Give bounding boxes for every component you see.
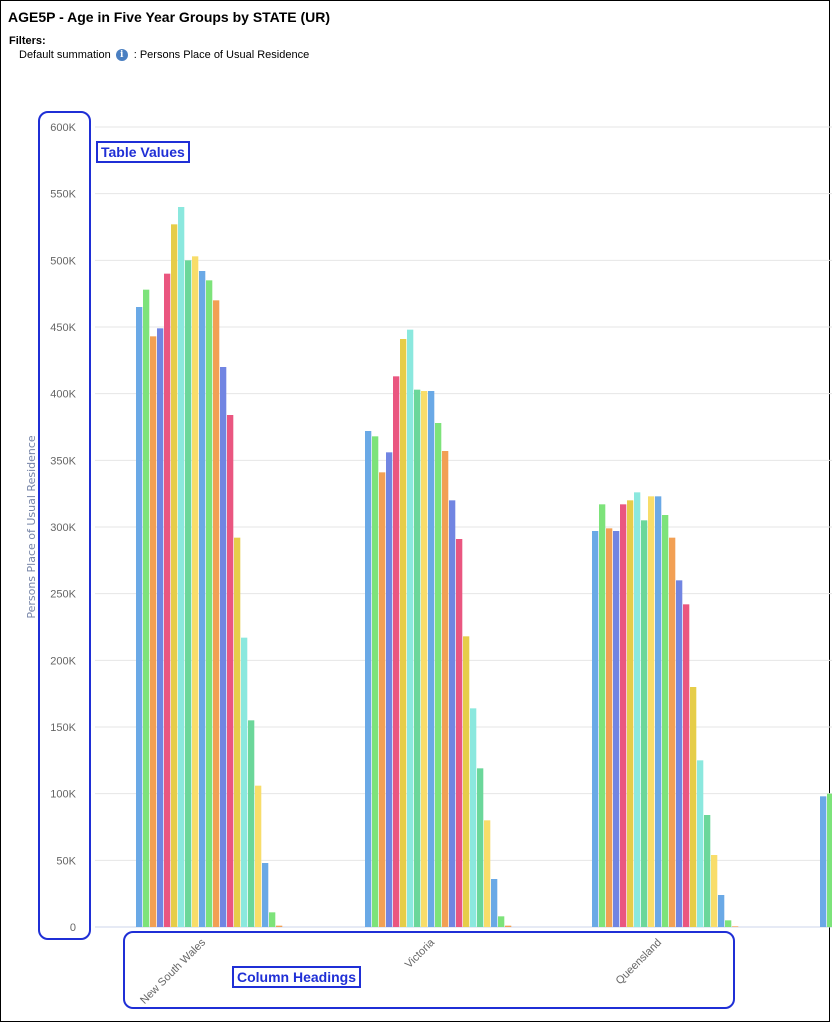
bar: [655, 496, 662, 927]
bar: [164, 273, 171, 928]
page-title: AGE5P - Age in Five Year Groups by STATE…: [8, 9, 331, 25]
bar: [421, 391, 428, 927]
bar: [262, 863, 269, 927]
bar: [484, 820, 491, 927]
bar: [407, 329, 414, 928]
bar: [732, 926, 739, 927]
bar: [505, 925, 512, 927]
bar: [820, 796, 827, 927]
bar: [456, 539, 463, 927]
filters-label: Filters:: [9, 35, 46, 47]
bar: [276, 925, 283, 927]
table-values-highlight: [38, 111, 91, 940]
table-values-label: Table Values: [96, 141, 190, 163]
y-tick-label: 400K: [50, 389, 76, 401]
bar: [449, 500, 456, 927]
bar: [157, 328, 164, 927]
bar: [435, 423, 442, 927]
bar: [393, 376, 400, 927]
bar: [365, 431, 372, 927]
bar: [428, 391, 435, 927]
bar: [171, 224, 178, 928]
bar: [613, 531, 620, 927]
y-tick-label: 500K: [50, 255, 76, 267]
bar: [150, 336, 157, 927]
y-tick-label: 350K: [50, 455, 76, 467]
bar: [255, 785, 262, 927]
bar: [491, 879, 498, 927]
bar: [606, 528, 613, 927]
bar: [697, 760, 704, 927]
bar: [648, 496, 655, 927]
bar: [269, 912, 276, 927]
bar: [136, 307, 143, 927]
bar: [599, 504, 606, 927]
bar: [620, 504, 627, 927]
y-tick-label: 0: [70, 922, 76, 934]
y-tick-label: 600K: [50, 122, 76, 134]
bar: [704, 815, 711, 927]
bar: [827, 793, 832, 927]
bar: [662, 515, 669, 927]
bar: [400, 339, 407, 927]
bar: [592, 531, 599, 927]
y-axis-label: Persons Place of Usual Residence: [25, 435, 38, 619]
filter-row: Default summation i : Persons Place of U…: [19, 49, 309, 61]
bar: [199, 271, 206, 927]
y-tick-label: 300K: [50, 522, 76, 534]
bar: [372, 436, 379, 927]
y-tick-label: 200K: [50, 655, 76, 667]
bar: [178, 207, 185, 927]
bar: [641, 520, 648, 927]
bar: [711, 855, 718, 927]
bar: [477, 768, 484, 927]
bar: [718, 895, 725, 927]
y-tick-label: 150K: [50, 722, 76, 734]
bar: [683, 604, 690, 927]
bar: [498, 916, 505, 927]
bar: [669, 537, 676, 927]
y-tick-label: 250K: [50, 589, 76, 601]
bar: [241, 637, 248, 927]
bar: [627, 500, 634, 927]
bar: [192, 256, 199, 927]
y-tick-label: 550K: [50, 189, 76, 201]
bar: [634, 492, 641, 927]
bar: [143, 289, 150, 928]
bar: [442, 451, 449, 927]
y-tick-label: 100K: [50, 789, 76, 801]
y-tick-label: 450K: [50, 322, 76, 334]
bar: [470, 708, 477, 927]
bar: [234, 537, 241, 927]
bar: [386, 452, 393, 927]
filter-summation: Default summation: [19, 49, 111, 61]
bar: [213, 300, 220, 927]
info-icon[interactable]: i: [115, 49, 128, 61]
bar: [379, 472, 386, 927]
bar: [414, 389, 421, 928]
filter-measure: : Persons Place of Usual Residence: [133, 49, 310, 61]
bar: [463, 636, 470, 927]
bar: [227, 415, 234, 927]
bar: [690, 687, 697, 927]
bar: [185, 260, 192, 927]
bar: [725, 920, 732, 927]
column-headings-highlight: [123, 931, 735, 1009]
bar: [676, 580, 683, 927]
bar: [248, 720, 255, 927]
bar: [206, 280, 213, 927]
bar: [220, 367, 227, 927]
column-headings-label: Column Headings: [232, 966, 362, 988]
y-tick-label: 50K: [56, 855, 76, 867]
